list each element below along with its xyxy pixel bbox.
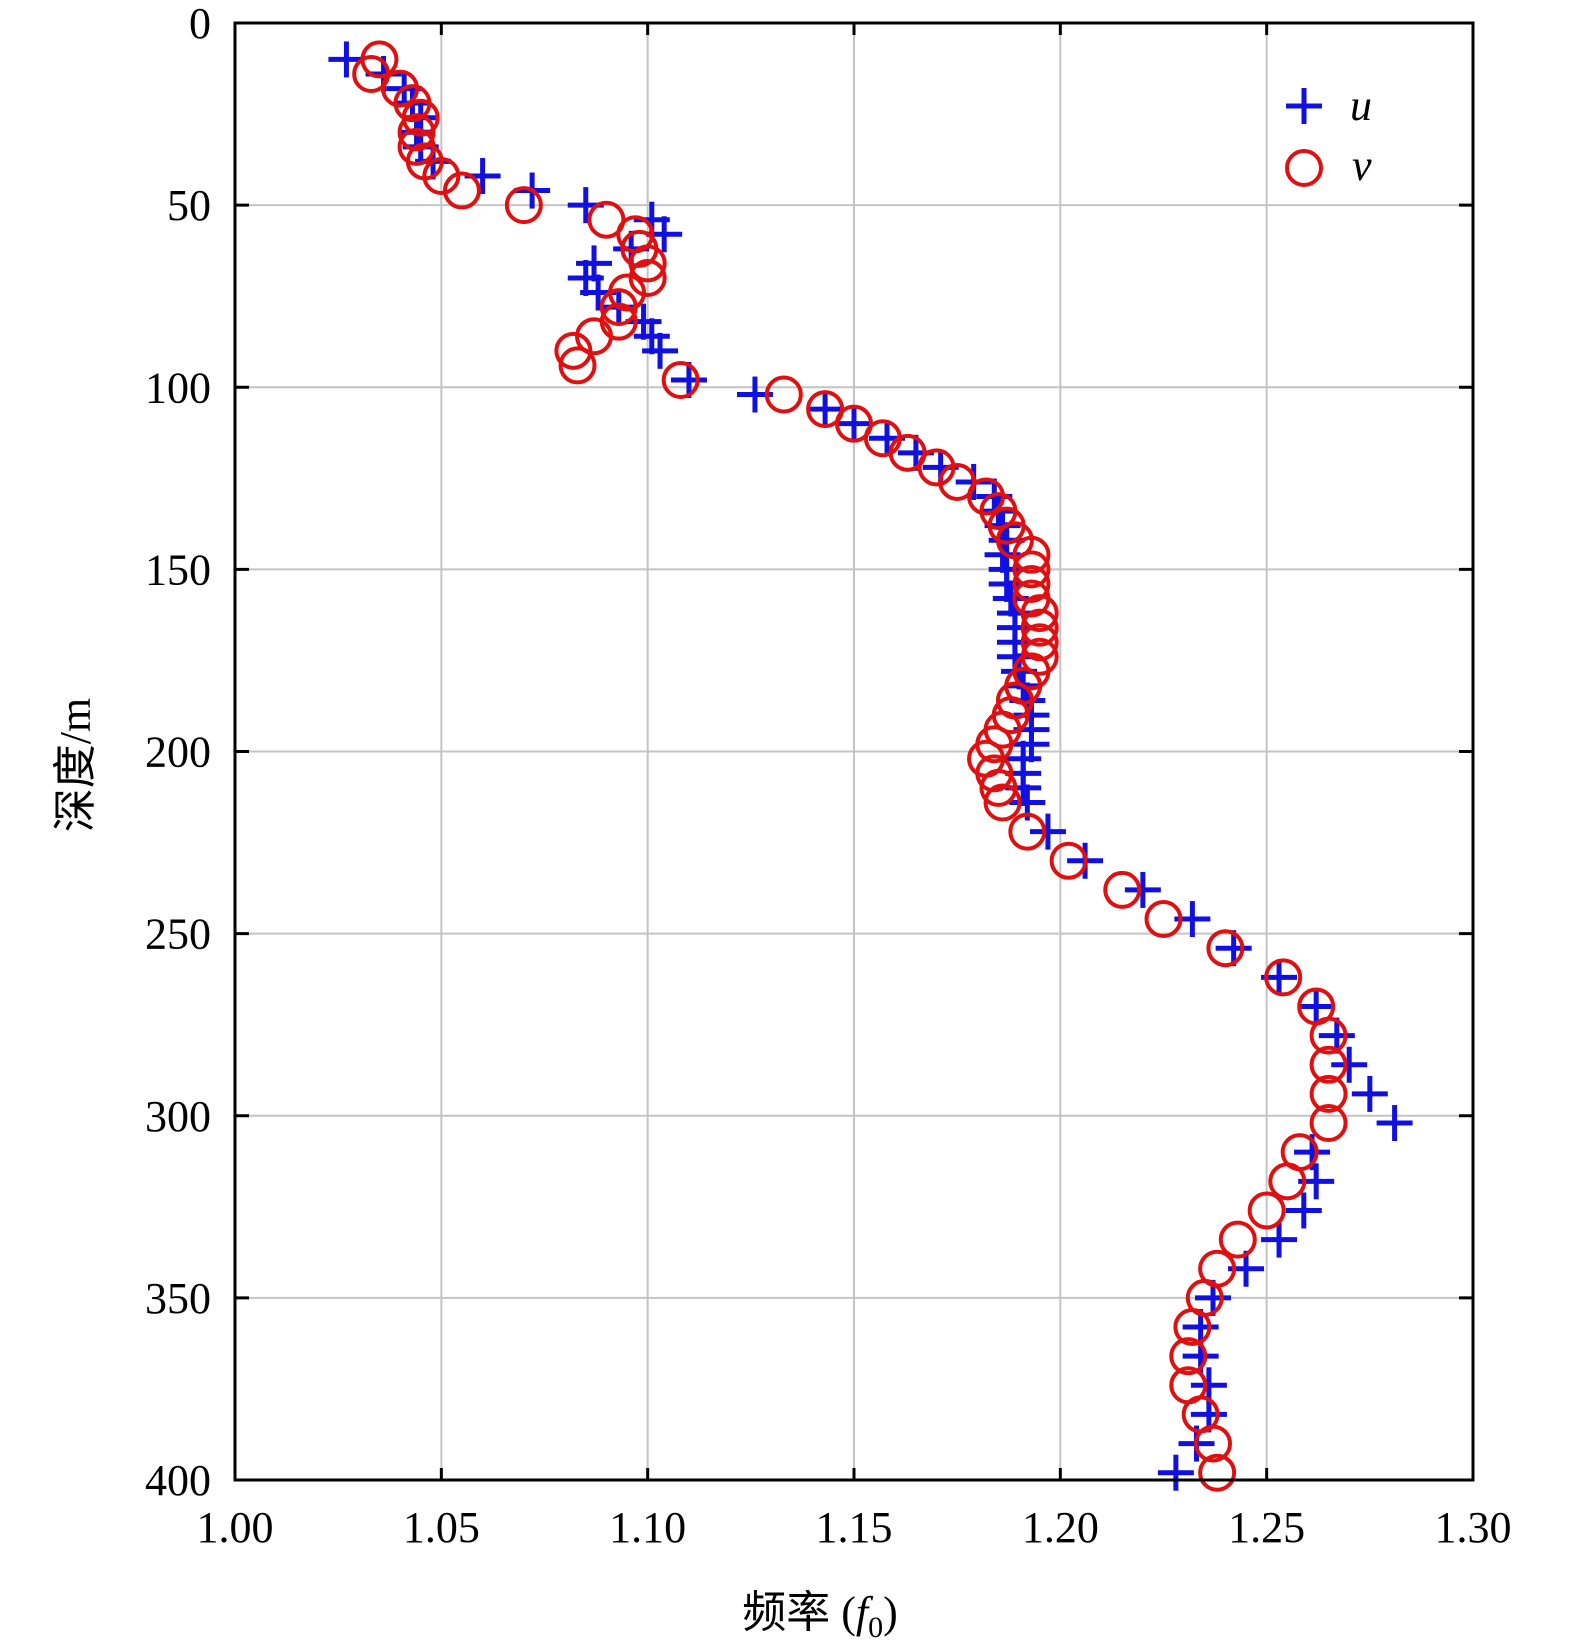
point-v [1012,550,1051,589]
point-u [1013,726,1050,763]
point-u [625,303,662,340]
point-v [1173,1308,1212,1347]
point-u [1124,871,1161,908]
y-tick-label: 400 [145,1456,211,1505]
point-v [764,375,803,414]
series-v [352,40,1348,1492]
point-v [1144,900,1183,939]
point-v [1020,608,1059,647]
point-v [1218,1220,1257,1259]
point-v [979,768,1018,807]
point-u [988,565,1025,602]
axis-ticks [233,21,1475,1482]
point-v [661,360,700,399]
point-v [1169,1337,1208,1376]
point-u [1029,813,1066,850]
x-tick-label: 1.25 [1228,1503,1305,1552]
point-v [917,448,956,487]
legend-label-u: u [1350,81,1372,130]
grid [235,23,1473,1480]
x-tick-label: 1.15 [816,1503,893,1552]
point-v [628,244,667,283]
point-u [1285,1192,1322,1229]
point-u [642,332,679,369]
point-u [1215,930,1252,967]
legend-marker-v [1285,149,1323,187]
point-v [554,331,593,370]
point-u [1351,1075,1388,1112]
point-v [558,346,597,385]
point-v [975,754,1014,793]
y-tick-label: 50 [167,181,211,230]
point-v [1194,1424,1233,1463]
x-tick-label: 1.10 [609,1503,686,1552]
point-v [1206,929,1245,968]
y-axis-tick-labels: 0 50 100 150 200 250 300 350 400 [145,0,211,1505]
legend-marker-u [1286,88,1322,124]
point-u [1331,1046,1368,1083]
x-tick-label: 1.20 [1022,1503,1099,1552]
point-v [1309,1104,1348,1143]
point-v [1309,1016,1348,1055]
plot-data [328,40,1413,1492]
point-u [1376,1105,1413,1142]
point-v [1309,1074,1348,1113]
point-v [422,156,461,195]
x-axis-title: 频率 (f0) [742,1588,898,1642]
legend: u v [1285,81,1372,190]
point-v [1198,1453,1237,1492]
x-axis-title-subscript: 0 [868,1611,883,1642]
point-v [1020,623,1059,662]
point-v [575,317,614,356]
point-v [1008,812,1047,851]
y-tick-label: 0 [189,0,211,48]
point-u [670,361,707,398]
point-u [328,41,365,78]
x-axis-tick-labels: 1.00 1.05 1.10 1.15 1.20 1.25 1.30 [197,1503,1512,1552]
y-tick-label: 300 [145,1092,211,1141]
point-u [576,245,613,282]
point-u [1261,1221,1298,1258]
point-u [1157,1454,1194,1491]
point-v [1012,564,1051,603]
point-v [442,171,481,210]
point-v [1247,1191,1286,1230]
point-v [1020,594,1059,633]
series-u [328,41,1413,1491]
y-tick-label: 250 [145,910,211,959]
y-tick-label: 350 [145,1274,211,1323]
point-u [1298,988,1335,1025]
point-v [401,98,440,137]
x-tick-label: 1.00 [197,1503,274,1552]
point-v [1268,1162,1307,1201]
point-u [836,405,872,442]
x-tick-label: 1.30 [1435,1503,1512,1552]
point-u [807,391,844,428]
x-axis-title-text: 频率 ( [742,1588,856,1637]
x-tick-label: 1.05 [403,1503,480,1552]
legend-label-v: v [1352,141,1372,190]
point-v [1012,535,1051,574]
y-axis-title: 深度/m [51,698,100,832]
x-axis-title-close: ) [883,1588,898,1637]
point-v [1309,1045,1348,1084]
point-v [628,258,667,297]
point-v [1264,958,1303,997]
y-tick-label: 100 [145,363,211,412]
point-u [633,318,670,355]
point-v [397,113,436,152]
y-tick-label: 150 [145,545,211,594]
point-v [1103,870,1142,909]
point-v [1049,841,1088,880]
point-v [599,288,638,327]
point-v [983,783,1022,822]
point-u [1318,1017,1355,1054]
point-v [504,186,543,225]
y-tick-label: 200 [145,728,211,777]
